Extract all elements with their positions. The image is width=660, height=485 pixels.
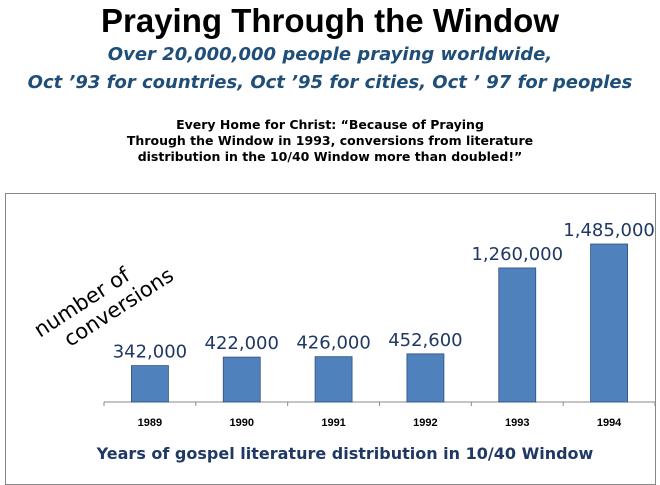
bar-1990 xyxy=(222,356,261,403)
x-tick-label-1994: 1994 xyxy=(597,417,622,429)
bar-1994 xyxy=(590,243,628,403)
page-title: Praying Through the Window xyxy=(100,2,559,39)
data-label-1990: 422,000 xyxy=(205,333,279,354)
x-tick-label-1992: 1992 xyxy=(413,417,437,429)
subtitle-line-2: Oct ’93 for countries, Oct ’95 for citie… xyxy=(27,72,633,93)
bar-1991 xyxy=(314,356,353,403)
quote-line-2: Through the Window in 1993, conversions … xyxy=(126,133,534,148)
quote: Every Home for Christ: “Because of Prayi… xyxy=(0,117,660,165)
x-tick-label-1990: 1990 xyxy=(230,417,254,429)
x-tick-label-1991: 1991 xyxy=(321,417,345,429)
quote-line-3: distribution in the 10/40 Window more th… xyxy=(137,149,523,164)
data-label-1992: 452,600 xyxy=(388,330,462,351)
bar-1993 xyxy=(498,267,537,403)
bar-1989 xyxy=(131,365,169,403)
quote-line-1: Every Home for Christ: “Because of Prayi… xyxy=(176,117,484,132)
data-label-1993: 1,260,000 xyxy=(471,244,563,265)
x-tick-label-1993: 1993 xyxy=(505,417,529,429)
data-label-1994: 1,485,000 xyxy=(563,220,655,241)
x-tick-label-1989: 1989 xyxy=(138,417,162,429)
data-label-1991: 426,000 xyxy=(296,333,370,354)
bar-1992 xyxy=(406,353,445,403)
subtitle-line-1: Over 20,000,000 people praying worldwide… xyxy=(107,44,553,65)
x-axis-label: Years of gospel literature distribution … xyxy=(96,444,594,463)
data-label-1989: 342,000 xyxy=(113,342,187,363)
